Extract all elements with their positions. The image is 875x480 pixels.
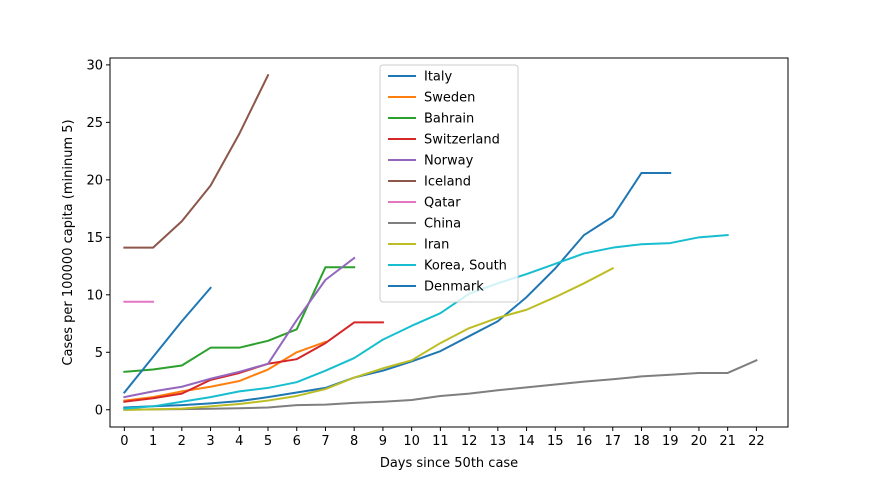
x-tick-label: 2 xyxy=(178,434,186,449)
x-tick-label: 12 xyxy=(461,434,478,449)
legend: Italy Sweden Bahrain Switzerland Norway Icela… xyxy=(379,64,519,303)
x-tick-label: 9 xyxy=(379,434,387,449)
x-tick-label: 8 xyxy=(350,434,358,449)
y-tick-label: 30 xyxy=(86,58,103,73)
y-tick-label: 10 xyxy=(86,288,103,303)
x-tick-label: 15 xyxy=(547,434,564,449)
x-tick-label: 6 xyxy=(293,434,301,449)
legend-label-korea-south: Korea, South xyxy=(424,259,507,274)
y-tick-label: 25 xyxy=(86,116,103,131)
x-tick-label: 13 xyxy=(490,434,507,449)
x-tick-label: 14 xyxy=(518,434,535,449)
legend-label-switzerland: Switzerland xyxy=(424,133,500,148)
y-tick-label: 15 xyxy=(86,231,103,246)
legend-label-iran: Iran xyxy=(424,238,449,253)
series-line-sweden xyxy=(123,340,327,402)
series-line-bahrain xyxy=(123,266,356,373)
axes-layer: 0 1 2 3 4 5 6 7 8 9 10 11 12 13 14 15 16 17 18 19 20 21 220510… xyxy=(86,57,789,449)
legend-label-bahrain: Bahrain xyxy=(424,112,474,127)
series-layer xyxy=(122,73,758,411)
x-tick-label: 16 xyxy=(576,434,593,449)
x-axis-title: Days since 50th case xyxy=(380,456,518,471)
x-tick-label: 19 xyxy=(662,434,679,449)
x-tick-label: 4 xyxy=(235,434,243,449)
legend-label-iceland: Iceland xyxy=(424,175,471,190)
legend-label-denmark: Denmark xyxy=(424,280,484,295)
x-tick-label: 21 xyxy=(719,434,736,449)
series-line-iran xyxy=(123,267,615,411)
series-line-china xyxy=(123,359,758,411)
series-line-italy xyxy=(123,171,672,409)
x-tick-label: 11 xyxy=(432,434,449,449)
series-line-iceland xyxy=(123,73,270,249)
legend-label-china: China xyxy=(424,217,461,232)
x-tick-label: 3 xyxy=(206,434,214,449)
x-tick-label: 0 xyxy=(120,434,128,449)
y-axis-title: Cases per 100000 capita (mininum 5) xyxy=(61,119,76,365)
x-tick-label: 10 xyxy=(403,434,420,449)
y-tick-label: 0 xyxy=(95,403,103,418)
y-tick-label: 5 xyxy=(95,346,103,361)
legend-label-qatar: Qatar xyxy=(424,196,461,211)
legend-label-norway: Norway xyxy=(424,154,474,169)
x-tick-label: 22 xyxy=(748,434,765,449)
legend-box xyxy=(379,64,519,303)
y-tick-label: 20 xyxy=(86,173,103,188)
legend-label-italy: Italy xyxy=(424,70,453,85)
x-tick-label: 7 xyxy=(321,434,329,449)
series-line-denmark xyxy=(122,286,212,394)
x-tick-label: 20 xyxy=(691,434,708,449)
series-line-korea-south xyxy=(123,233,729,410)
plot-frame xyxy=(109,57,789,428)
series-line-norway xyxy=(123,256,356,399)
legend-label-sweden: Sweden xyxy=(424,91,475,106)
x-tick-label: 17 xyxy=(604,434,621,449)
x-tick-label: 1 xyxy=(149,434,157,449)
x-tick-label: 5 xyxy=(264,434,272,449)
x-tick-label: 18 xyxy=(633,434,650,449)
